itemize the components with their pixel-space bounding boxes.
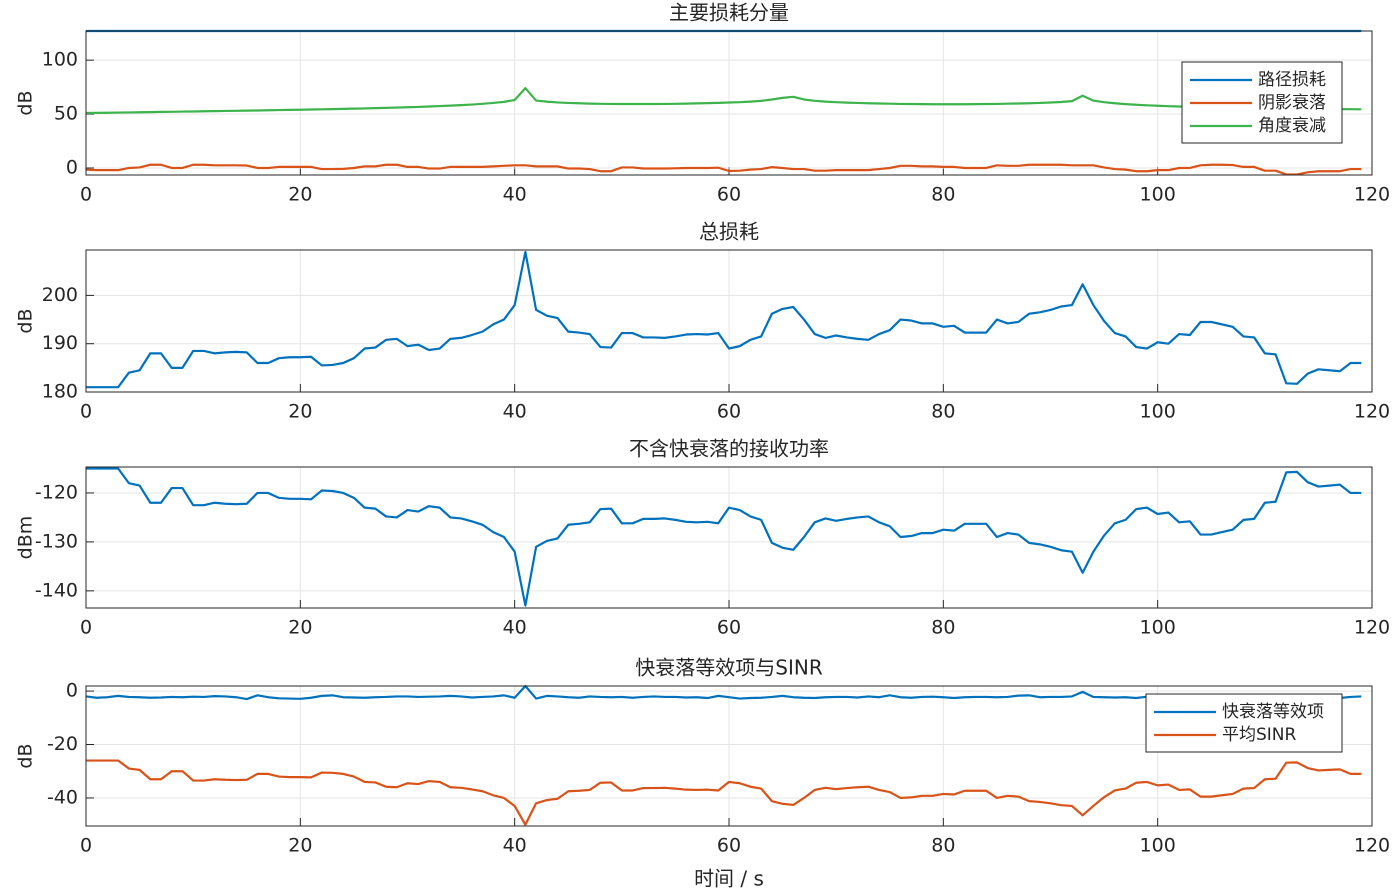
legend-box xyxy=(1181,61,1343,144)
x-tick-label: 60 xyxy=(717,401,741,423)
x-tick-label: 100 xyxy=(1140,184,1176,206)
legend-label: 平均SINR xyxy=(1222,725,1297,745)
x-tick-label: 0 xyxy=(80,401,92,423)
y-tick-label: 200 xyxy=(42,284,78,306)
x-tick-label: 120 xyxy=(1354,617,1390,639)
y-tick-label: -20 xyxy=(47,733,78,755)
y-tick-label: -120 xyxy=(35,481,78,503)
axes-box xyxy=(85,30,1373,176)
x-tick-label: 40 xyxy=(503,835,527,857)
line-series xyxy=(86,250,1362,389)
chart-title: 快衰落等效项与SINR xyxy=(635,656,823,680)
x-tick-label: 60 xyxy=(717,184,741,206)
legend-label: 角度衰减 xyxy=(1258,116,1326,136)
x-tick-label: 80 xyxy=(931,184,955,206)
y-tick-label: -130 xyxy=(35,530,78,552)
x-tick-label: 100 xyxy=(1140,835,1176,857)
chart-title: 不含快衰落的接收功率 xyxy=(629,437,829,461)
y-axis-label: dB xyxy=(15,308,37,333)
x-tick-label: 40 xyxy=(503,617,527,639)
x-tick-label: 40 xyxy=(503,401,527,423)
x-tick-label: 40 xyxy=(503,184,527,206)
axes-box xyxy=(85,685,1373,827)
x-tick-label: 0 xyxy=(80,617,92,639)
line-series xyxy=(86,759,1362,826)
chart-title: 主要损耗分量 xyxy=(669,1,789,25)
x-tick-label: 120 xyxy=(1354,184,1390,206)
legend-label: 快衰落等效项 xyxy=(1222,702,1324,722)
y-axis-label: dBm xyxy=(15,516,37,560)
y-axis-label: dB xyxy=(15,90,37,115)
y-tick-label: 190 xyxy=(42,332,78,354)
legend-label: 阴影衰落 xyxy=(1258,93,1326,113)
x-tick-label: 20 xyxy=(288,835,312,857)
x-tick-label: 20 xyxy=(288,184,312,206)
x-tick-label: 0 xyxy=(80,184,92,206)
x-tick-label: 80 xyxy=(931,835,955,857)
x-tick-label: 100 xyxy=(1140,401,1176,423)
x-tick-label: 120 xyxy=(1354,835,1390,857)
x-tick-label: 20 xyxy=(288,617,312,639)
y-tick-label: 0 xyxy=(66,680,78,702)
x-tick-label: 20 xyxy=(288,401,312,423)
y-tick-label: 50 xyxy=(54,103,78,125)
line-series xyxy=(86,163,1362,176)
x-tick-label: 60 xyxy=(717,617,741,639)
y-tick-label: 0 xyxy=(66,156,78,178)
x-tick-label: 0 xyxy=(80,835,92,857)
x-tick-label: 100 xyxy=(1140,617,1176,639)
line-series xyxy=(86,87,1362,115)
x-tick-label: 80 xyxy=(931,401,955,423)
axes-box xyxy=(85,249,1373,393)
legend-label: 路径损耗 xyxy=(1258,70,1326,90)
y-tick-label: 180 xyxy=(42,381,78,403)
x-axis-label: 时间 / s xyxy=(694,867,764,891)
chart-title: 总损耗 xyxy=(699,220,759,244)
x-tick-label: 80 xyxy=(931,617,955,639)
axes-box xyxy=(85,466,1373,609)
x-tick-label: 120 xyxy=(1354,401,1390,423)
y-axis-label: dB xyxy=(15,743,37,768)
y-tick-label: 100 xyxy=(42,49,78,71)
x-tick-label: 60 xyxy=(717,835,741,857)
line-series xyxy=(86,467,1362,607)
y-tick-label: -140 xyxy=(35,579,78,601)
y-tick-label: -40 xyxy=(47,786,78,808)
legend-box xyxy=(1145,693,1343,753)
